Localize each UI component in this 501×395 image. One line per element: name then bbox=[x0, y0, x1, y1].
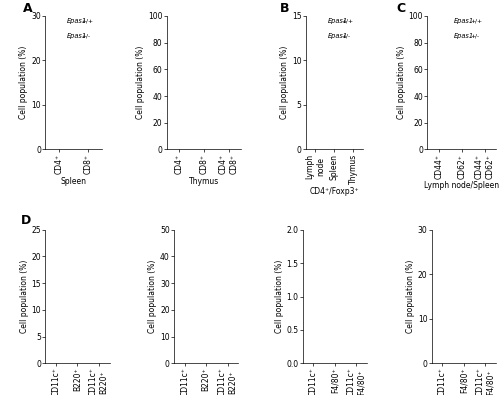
Text: +/-: +/- bbox=[342, 33, 351, 38]
Text: Epas1: Epas1 bbox=[453, 19, 473, 24]
X-axis label: Thymus: Thymus bbox=[189, 177, 219, 186]
Text: +/+: +/+ bbox=[470, 19, 482, 23]
Text: B: B bbox=[280, 2, 290, 15]
Text: Epas1: Epas1 bbox=[67, 33, 87, 39]
Text: A: A bbox=[24, 2, 33, 15]
Text: Epas1: Epas1 bbox=[327, 33, 348, 39]
Text: +/-: +/- bbox=[81, 33, 90, 38]
Text: +/+: +/+ bbox=[81, 19, 93, 23]
Y-axis label: Cell population (%): Cell population (%) bbox=[280, 46, 289, 119]
Y-axis label: Cell population (%): Cell population (%) bbox=[20, 260, 29, 333]
Y-axis label: Cell population (%): Cell population (%) bbox=[397, 46, 406, 119]
Y-axis label: Cell population (%): Cell population (%) bbox=[406, 260, 415, 333]
Y-axis label: Cell population (%): Cell population (%) bbox=[20, 46, 29, 119]
Text: +/+: +/+ bbox=[342, 19, 354, 23]
Y-axis label: Cell population (%): Cell population (%) bbox=[148, 260, 157, 333]
Y-axis label: Cell population (%): Cell population (%) bbox=[275, 260, 284, 333]
Y-axis label: Cell population (%): Cell population (%) bbox=[136, 46, 145, 119]
Text: Epas1: Epas1 bbox=[327, 19, 348, 24]
Text: +/-: +/- bbox=[470, 33, 479, 38]
X-axis label: CD4⁺/Foxp3⁺: CD4⁺/Foxp3⁺ bbox=[310, 187, 359, 196]
Text: Epas1: Epas1 bbox=[453, 33, 473, 39]
Text: C: C bbox=[396, 2, 405, 15]
Text: D: D bbox=[21, 214, 31, 227]
X-axis label: Lymph node/Spleen: Lymph node/Spleen bbox=[424, 181, 499, 190]
Text: Epas1: Epas1 bbox=[67, 19, 87, 24]
X-axis label: Spleen: Spleen bbox=[61, 177, 87, 186]
